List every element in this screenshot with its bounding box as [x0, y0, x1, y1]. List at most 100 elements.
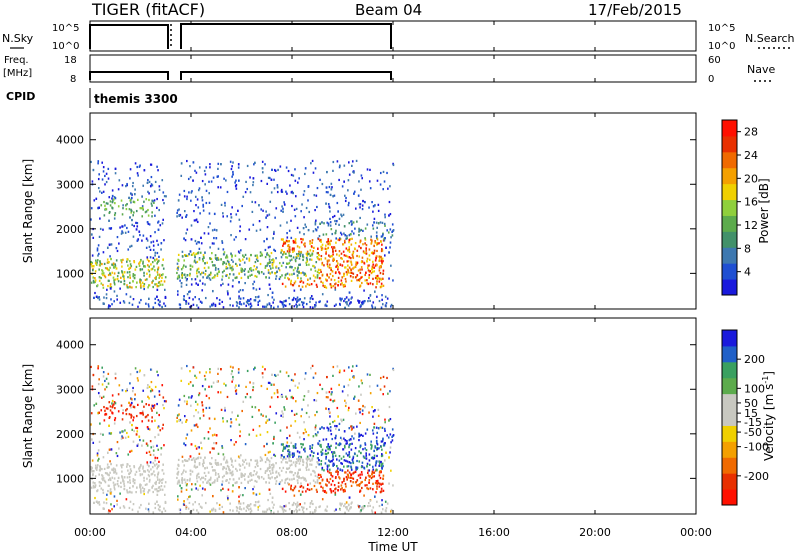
scatter-cell	[210, 476, 212, 479]
scatter-cell	[284, 274, 287, 277]
scatter-cell	[348, 446, 350, 449]
scatter-cell	[305, 411, 308, 415]
scatter-cell	[108, 219, 110, 222]
scatter-cell	[107, 466, 110, 469]
scatter-cell	[382, 170, 385, 174]
scatter-cell	[268, 176, 271, 180]
scatter-cell	[344, 266, 347, 269]
scatter-cell	[274, 477, 276, 480]
scatter-cell	[239, 289, 242, 292]
scatter-cell	[125, 207, 128, 211]
scatter-cell	[338, 455, 341, 458]
scatter-cell	[252, 223, 255, 226]
scatter-cell	[320, 248, 323, 252]
scatter-cell	[162, 403, 164, 407]
scatter-cell	[153, 470, 155, 473]
scatter-cell	[92, 484, 95, 487]
scatter-cell	[288, 296, 290, 300]
scatter-cell	[144, 265, 147, 268]
scatter-cell	[381, 235, 384, 238]
scatter-cell	[230, 167, 233, 171]
scatter-cell	[298, 231, 301, 234]
scatter-cell	[326, 241, 328, 244]
scatter-cell	[151, 204, 153, 207]
scatter-cell	[120, 276, 122, 279]
scatter-cell	[302, 193, 305, 196]
scatter-cell	[298, 489, 300, 493]
scatter-cell	[281, 508, 284, 511]
scatter-cell	[316, 481, 319, 484]
freq-trace-2	[180, 71, 392, 80]
scatter-cell	[249, 473, 252, 476]
scatter-cell	[335, 259, 338, 263]
scatter-cell	[263, 240, 265, 243]
scatter-cell	[352, 375, 355, 378]
scatter-cell	[225, 254, 228, 257]
scatter-cell	[249, 274, 251, 277]
scatter-cell	[192, 179, 194, 182]
scatter-cell	[159, 275, 161, 278]
scatter-cell	[156, 473, 159, 476]
scatter-cell	[224, 406, 226, 410]
scatter-cell	[229, 425, 232, 428]
scatter-cell	[294, 384, 297, 387]
scatter-cell	[358, 408, 361, 411]
scatter-cell	[264, 163, 266, 166]
scatter-cell	[326, 426, 329, 429]
scatter-cell	[242, 502, 245, 505]
scatter-cell	[134, 479, 136, 482]
scatter-cell	[203, 232, 206, 235]
scatter-cell	[141, 420, 144, 423]
time-x-axis: 00:00 04:00 08:00 12:00 16:00 20:00 00:00	[74, 21, 712, 539]
scatter-cell	[199, 505, 202, 508]
scatter-cell	[382, 233, 384, 236]
scatter-cell	[94, 280, 96, 284]
colorbar-swatch	[722, 167, 737, 185]
scatter-cell	[162, 463, 164, 466]
scatter-cell	[141, 444, 143, 447]
scatter-cell	[176, 211, 178, 215]
scatter-cell	[375, 277, 378, 280]
scatter-cell	[359, 490, 361, 493]
scatter-cell	[160, 248, 162, 251]
scatter-cell	[261, 167, 264, 170]
scatter-cell	[309, 297, 312, 300]
scatter-cell	[344, 511, 346, 514]
scatter-cell	[333, 246, 335, 249]
scatter-cell	[292, 444, 295, 448]
scatter-cell	[226, 190, 229, 194]
scatter-cell	[303, 233, 305, 236]
scatter-cell	[221, 446, 224, 449]
scatter-cell	[344, 277, 347, 281]
scatter-cell	[352, 276, 354, 279]
scatter-cell	[235, 392, 238, 395]
scatter-cell	[162, 258, 164, 261]
scatter-cell	[102, 375, 105, 378]
scatter-cell	[116, 277, 119, 281]
scatter-cell	[283, 250, 285, 254]
scatter-cell	[151, 261, 154, 264]
scatter-cell	[246, 301, 249, 305]
scatter-cell	[373, 266, 376, 269]
scatter-cell	[215, 229, 218, 232]
scatter-cell	[106, 493, 108, 496]
scatter-cell	[277, 373, 279, 377]
scatter-cell	[195, 423, 198, 426]
scatter-cell	[214, 479, 216, 482]
scatter-cell	[347, 476, 349, 479]
scatter-cell	[368, 276, 370, 279]
scatter-cell	[198, 166, 201, 169]
scatter-cell	[104, 204, 106, 207]
scatter-cell	[279, 165, 282, 168]
scatter-cell	[331, 437, 334, 441]
scatter-cell	[179, 306, 182, 309]
scatter-cell	[260, 271, 263, 274]
scatter-cell	[207, 226, 210, 229]
scatter-cell	[256, 256, 259, 259]
scatter-cell	[217, 380, 220, 383]
scatter-cell	[235, 213, 238, 216]
colorbar-swatch	[722, 183, 737, 201]
scatter-cell	[120, 437, 123, 440]
scatter-cell	[320, 238, 322, 242]
